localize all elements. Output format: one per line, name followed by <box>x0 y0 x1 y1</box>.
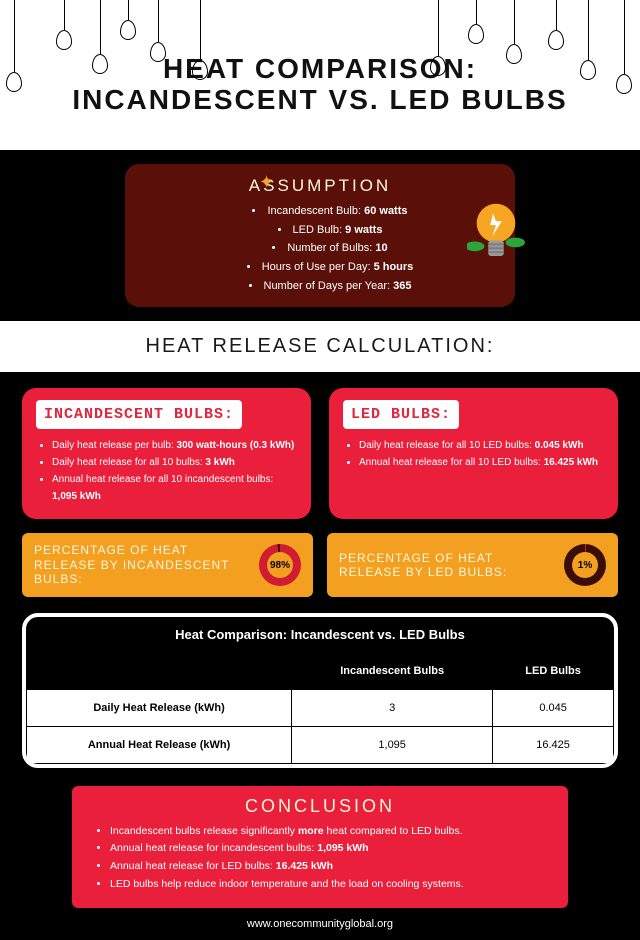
hanging-bulb-icon <box>548 0 564 50</box>
calc-section-title: HEAT RELEASE CALCULATION: <box>0 335 640 358</box>
pct-incandescent: PERCENTAGE OF HEAT RELEASE BY INCANDESCE… <box>22 533 313 596</box>
comparison-table-wrap: Heat Comparison: Incandescent vs. LED Bu… <box>22 613 618 768</box>
incandescent-box: INCANDESCENT BULBS: Daily heat release p… <box>22 388 311 519</box>
cell-inc: 1,095 <box>292 726 493 763</box>
title-line2: INCANDESCENT VS. LED BULBS <box>72 84 567 115</box>
comparison-table: Incandescent Bulbs LED Bulbs Daily Heat … <box>26 652 614 764</box>
table-title: Heat Comparison: Incandescent vs. LED Bu… <box>26 617 614 652</box>
calc-columns: INCANDESCENT BULBS: Daily heat release p… <box>22 388 618 519</box>
conclusion-title: CONCLUSION <box>92 796 548 817</box>
conclusion-box: CONCLUSION Incandescent bulbs release si… <box>72 786 568 908</box>
footer-url: www.onecommunityglobal.org <box>22 908 618 930</box>
pct-led: PERCENTAGE OF HEAT RELEASE BY LED BULBS:… <box>327 533 618 596</box>
pct-inc-value: 98% <box>267 552 293 578</box>
page-title: HEAT COMPARISON: INCANDESCENT VS. LED BU… <box>0 54 640 116</box>
list-item: Annual heat release for all 10 LED bulbs… <box>359 454 604 471</box>
list-item: Daily heat release per bulb: 300 watt-ho… <box>52 437 297 454</box>
assumption-item: Incandescent Bulb: 60 watts <box>161 202 499 221</box>
assumption-title: ✦ ASSUMPTION <box>141 176 499 196</box>
table-body: Daily Heat Release (kWh)30.045Annual Hea… <box>27 689 614 763</box>
row-label: Daily Heat Release (kWh) <box>27 689 292 726</box>
table-row: Daily Heat Release (kWh)30.045 <box>27 689 614 726</box>
table-col-led: LED Bulbs <box>493 652 614 689</box>
led-heading: LED BULBS: <box>343 400 459 429</box>
list-item: Daily heat release for all 10 bulbs: 3 k… <box>52 454 297 471</box>
conclusion-item: LED bulbs help reduce indoor temperature… <box>110 876 548 894</box>
assumption-item: LED Bulb: 9 watts <box>161 221 499 240</box>
calc-area: INCANDESCENT BULBS: Daily heat release p… <box>0 372 640 940</box>
led-list: Daily heat release for all 10 LED bulbs:… <box>343 437 604 471</box>
assumption-item: Number of Bulbs: 10 <box>161 239 499 258</box>
assumption-section: ✦ ASSUMPTION Incandescent Bulb: 60 watts… <box>0 150 640 321</box>
conclusion-item: Annual heat release for LED bulbs: 16.42… <box>110 858 548 876</box>
table-row: Annual Heat Release (kWh)1,09516.425 <box>27 726 614 763</box>
lightbulb-icon <box>467 198 525 266</box>
pct-led-donut: 1% <box>564 544 606 586</box>
incandescent-list: Daily heat release per bulb: 300 watt-ho… <box>36 437 297 505</box>
calc-title-band: HEAT RELEASE CALCULATION: <box>0 321 640 372</box>
header-band: HEAT COMPARISON: INCANDESCENT VS. LED BU… <box>0 0 640 150</box>
conclusion-item: Annual heat release for incandescent bul… <box>110 840 548 858</box>
hanging-bulb-icon <box>120 0 136 40</box>
percentage-row: PERCENTAGE OF HEAT RELEASE BY INCANDESCE… <box>22 533 618 596</box>
assumption-item: Number of Days per Year: 365 <box>161 277 499 296</box>
cell-led: 0.045 <box>493 689 614 726</box>
table-col-blank <box>27 652 292 689</box>
title-line1: HEAT COMPARISON: <box>163 53 477 84</box>
led-box: LED BULBS: Daily heat release for all 10… <box>329 388 618 519</box>
incandescent-heading: INCANDESCENT BULBS: <box>36 400 242 429</box>
cell-led: 16.425 <box>493 726 614 763</box>
pct-inc-donut: 98% <box>259 544 301 586</box>
conclusion-list: Incandescent bulbs release significantly… <box>92 823 548 894</box>
sparkle-icon: ✦ <box>259 172 277 193</box>
assumption-list: Incandescent Bulb: 60 wattsLED Bulb: 9 w… <box>141 202 499 295</box>
assumption-box: ✦ ASSUMPTION Incandescent Bulb: 60 watts… <box>125 164 515 307</box>
pct-led-label: PERCENTAGE OF HEAT RELEASE BY LED BULBS: <box>339 551 554 580</box>
conclusion-item: Incandescent bulbs release significantly… <box>110 823 548 841</box>
pct-led-value: 1% <box>572 552 598 578</box>
table-header-row: Incandescent Bulbs LED Bulbs <box>27 652 614 689</box>
list-item: Annual heat release for all 10 incandesc… <box>52 471 297 505</box>
table-col-inc: Incandescent Bulbs <box>292 652 493 689</box>
hanging-bulb-icon <box>56 0 72 50</box>
hanging-bulb-icon <box>468 0 484 44</box>
row-label: Annual Heat Release (kWh) <box>27 726 292 763</box>
cell-inc: 3 <box>292 689 493 726</box>
list-item: Daily heat release for all 10 LED bulbs:… <box>359 437 604 454</box>
assumption-item: Hours of Use per Day: 5 hours <box>161 258 499 277</box>
pct-inc-label: PERCENTAGE OF HEAT RELEASE BY INCANDESCE… <box>34 543 249 586</box>
